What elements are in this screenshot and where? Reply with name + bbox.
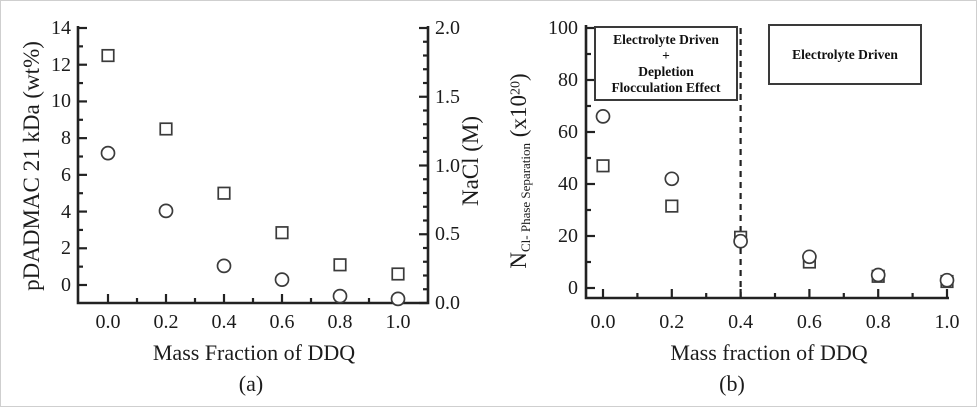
panel-a-x-axis-title: Mass Fraction of DDQ (152, 340, 356, 365)
region-box-line: Depletion (638, 63, 694, 79)
panel-b-circle-marker (733, 233, 748, 249)
panel-a-right-axis-title: NaCl (M) (458, 115, 483, 207)
panel-a-left-tick-label: 10 (51, 90, 71, 113)
panel-a-right-tick-label: 2.0 (435, 17, 460, 39)
panel-a-left-tick-label: 0 (61, 274, 71, 296)
panel-b-circle-marker (595, 109, 611, 124)
panel-b-x-tick-label: 0.4 (728, 311, 754, 333)
panel-b-x-axis-title: Mass fraction of DDQ (670, 340, 868, 365)
panel-a-circle-marker (100, 145, 116, 161)
panel-a-left-tick-label: 4 (61, 200, 71, 223)
panel-a-circle-marker (332, 288, 348, 304)
panel-b-x-tick-label: 0.0 (590, 311, 616, 333)
panel-b-caption: (b) (719, 371, 745, 396)
panel-a-square-marker (275, 226, 289, 240)
panel-b-x-tick-label: 1.0 (934, 311, 960, 333)
panel-b-y-tick-label: 80 (558, 69, 578, 91)
panel-b-square-marker (596, 159, 610, 173)
panel-b-y-tick-label: 40 (558, 173, 578, 195)
panel-b-y-tick-label: 20 (558, 225, 578, 247)
panel-a-right-tick-label: 0.0 (435, 292, 460, 314)
panel-a-x-tick-label: 0.8 (327, 311, 353, 333)
panel-b-y-tick-label: 60 (558, 121, 578, 143)
panel-b-square-marker (665, 199, 679, 213)
panel-b-circle-marker (870, 267, 886, 283)
panel-b-x-tick-label: 0.6 (796, 311, 822, 333)
panel-a-square-marker (333, 258, 347, 272)
panel-a-left-tick-label: 2 (61, 237, 71, 260)
panel-a-right-tick-label: 1.0 (435, 154, 460, 177)
panel-b-y-title-subscript: Cl- Phase Separation (518, 142, 534, 253)
panel-a-right-tick-label: 0.5 (435, 223, 460, 246)
panel-b-y-title-exponent: 20 (508, 81, 524, 96)
panel-a-x-tick-label: 0.2 (153, 311, 179, 333)
panel-a-circle-marker (274, 272, 290, 287)
panel-a-right-tick-label: 1.5 (435, 85, 460, 108)
panel-b-y-tick-label: 100 (548, 17, 578, 39)
panel-b-circle-marker (802, 249, 817, 265)
panel-a-square-marker (101, 48, 115, 63)
panel-b-circle-marker (939, 272, 955, 288)
panel-a-x-tick-label: 0.4 (211, 311, 237, 333)
panel-a-left-tick-label: 14 (51, 17, 71, 39)
panel-b-x-tick-label: 0.2 (659, 311, 685, 333)
panel-a-square-marker (217, 186, 231, 200)
region-box-line: Electrolyte Driven (792, 46, 898, 62)
panel-b-y-title-open: (x10 (505, 95, 531, 143)
panel-a-square-marker (391, 267, 405, 281)
panel-a-square-marker (159, 122, 173, 136)
panel-b-x-tick-label: 0.8 (865, 311, 891, 333)
panel-b-circle-marker (664, 171, 680, 187)
panel-a-circle-marker (216, 258, 232, 274)
region-box-electrolyte-plus-depletion: Electrolyte Driven + Depletion Flocculat… (594, 26, 738, 101)
panel-a-x-tick-label: 1.0 (385, 311, 411, 333)
panel-a-left-tick-label: 8 (61, 127, 71, 150)
panel-b-axes (584, 25, 949, 300)
region-box-line: + (662, 47, 670, 63)
panel-a-left-axis-title: pDADMAC 21 kDa (wt%) (19, 41, 44, 291)
panel-a-axes (76, 26, 430, 305)
panel-a-left-tick-label: 12 (51, 53, 71, 76)
panel-b-y-title-base: N (505, 252, 531, 269)
region-box-line: Electrolyte Driven (613, 31, 719, 47)
panel-a-x-tick-label: 0.0 (95, 311, 121, 333)
panel-a-caption: (a) (238, 371, 264, 396)
panel-a-circle-marker (158, 203, 174, 219)
region-box-electrolyte-driven: Electrolyte Driven (768, 24, 922, 85)
region-box-line: Flocculation Effect (611, 79, 721, 95)
panel-b-y-title-close: ) (505, 73, 531, 82)
panel-b-y-tick-label: 0 (568, 277, 578, 299)
panel-a-left-tick-label: 6 (61, 163, 71, 186)
panel-b-y-axis-title: NCl- Phase Separation (x1020) (506, 73, 534, 268)
panel-a-x-tick-label: 0.6 (269, 311, 295, 333)
panel-a-circle-marker (390, 291, 406, 307)
